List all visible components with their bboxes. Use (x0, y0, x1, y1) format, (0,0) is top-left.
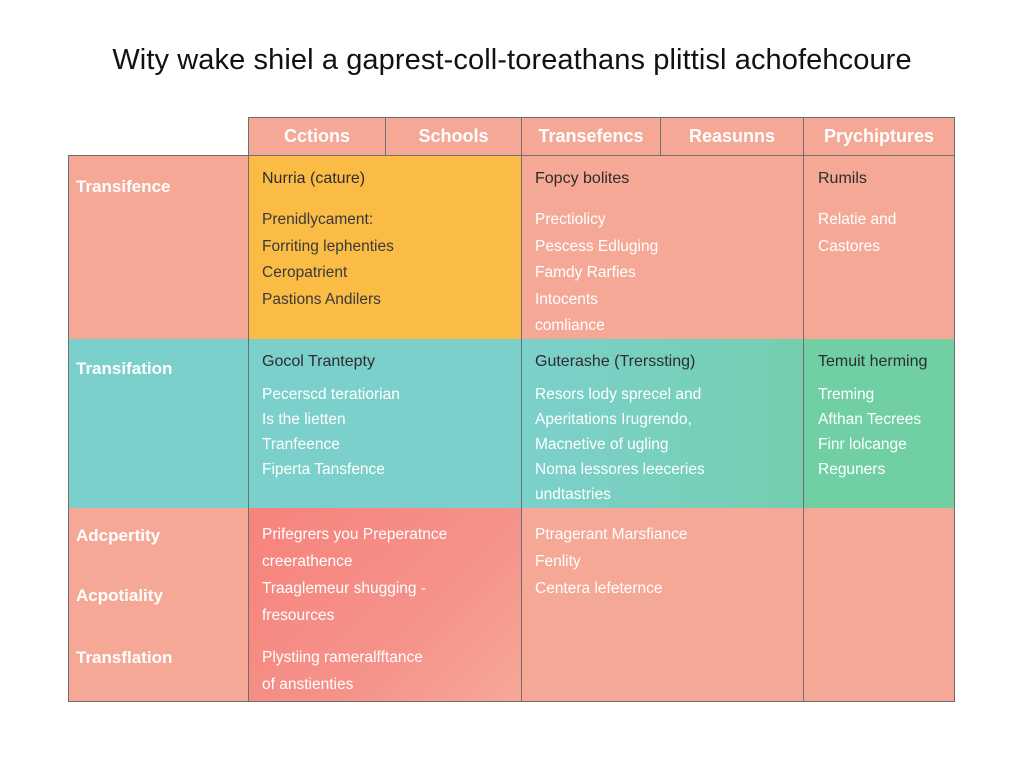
cell-line: Fiperta Tansfence (262, 461, 385, 478)
cell-line: Afthan Tecrees (818, 411, 922, 428)
cell-line: Ptragerant Marsfiance (535, 526, 688, 543)
row-label-transflation: Transflation (76, 648, 173, 667)
cell-r1c3-bg (803, 155, 955, 339)
cell-heading: Nurria (cature) (262, 170, 366, 187)
grid-line (68, 155, 69, 702)
cell-line: Pastions Andilers (262, 290, 381, 308)
page-title: Wity wake shiel a gaprest-coll-toreathan… (112, 44, 912, 76)
cell-heading: Temuit herming (818, 353, 928, 370)
grid-line (521, 117, 522, 702)
cell-line: creerathence (262, 553, 353, 570)
cell-r3c2-bg (521, 508, 803, 702)
cell-line: Tranfeence (262, 436, 340, 453)
cell-line: Relatie and (818, 211, 897, 228)
cell-line: fresources (262, 607, 335, 624)
cell-line: Prifegrers you Preperatnce (262, 526, 448, 543)
cell-r1c2: Fopcy bolites Prectiolicy Pescess Edlugi… (535, 170, 797, 340)
cell-line: of anstienties (262, 676, 354, 693)
row-label-adcpertity-bg (68, 508, 248, 702)
cell-r3c1: Prifegrers you Preperatnce creerathence … (262, 521, 524, 629)
cell-heading: Fopcy bolites (535, 170, 630, 187)
header-cctions: Cctions (248, 117, 386, 156)
cell-line: Noma lessores leeceries (535, 461, 705, 478)
grid-line (954, 117, 955, 702)
cell-r3c3-bg (803, 508, 955, 702)
header-reasunns: Reasunns (660, 117, 804, 156)
cell-line: Reguners (818, 461, 886, 478)
cell-line: Prectiolicy (535, 211, 606, 228)
cell-line: Is the lietten (262, 411, 346, 428)
cell-r1c1-bg (248, 155, 521, 339)
cell-line: Prenidlycament: (262, 211, 374, 228)
cell-r2c3: Temuit herming Treming Afthan Tecrees Fi… (818, 353, 948, 482)
header-schools: Schools (385, 117, 522, 156)
row-label-transifation: Transifation (76, 359, 173, 378)
cell-heading: Rumils (818, 170, 867, 187)
cell-r2c2: Guterashe (Trerssting) Resors lody sprec… (535, 353, 797, 507)
cell-r1c1: Nurria (cature) Prenidlycament: Forritin… (262, 170, 524, 313)
cell-r2c1: Gocol Trantepty Pecerscd teratiorian Is … (262, 353, 524, 482)
cell-r2c3-bg (803, 339, 955, 508)
cell-line: Finr lolcange (818, 436, 907, 453)
cell-line: Ceropatrient (262, 264, 348, 281)
cell-r3c2: Ptragerant Marsfiance Fenlity Centera le… (535, 521, 797, 602)
cell-line: Pecerscd teratiorian (262, 386, 400, 403)
row-label-acpotiality: Acpotiality (76, 586, 163, 605)
cell-line: Resors lody sprecel and (535, 386, 702, 403)
row-label-transifence: Transifence (76, 177, 171, 196)
cell-line: Intocents (535, 290, 598, 308)
header-transefencs: Transefencs (521, 117, 661, 156)
cell-line: Centera lefeternce (535, 580, 663, 597)
cell-r2c2-bg (521, 339, 803, 508)
cell-line: Aperitations Irugrendo, (535, 411, 692, 428)
grid-line (248, 117, 249, 702)
cell-line: undtastries (535, 486, 611, 503)
cell-line: Plystiing rameralfftance (262, 649, 423, 666)
cell-line: Forriting lephenties (262, 237, 394, 255)
cell-line: Fenlity (535, 553, 581, 570)
cell-line: Treming (818, 386, 875, 403)
row-label-adcpertity: Adcpertity (76, 526, 161, 545)
cell-r3c1-bg (248, 508, 521, 702)
cell-line: Traaglemeur shugging - (262, 580, 426, 597)
cell-heading: Guterashe (Trerssting) (535, 353, 696, 370)
cell-heading: Gocol Trantepty (262, 353, 375, 370)
cell-line: Famdy Rarfies (535, 264, 636, 281)
cell-line: comliance (535, 317, 605, 334)
cell-line: Pescess Edluging (535, 237, 659, 255)
grid-line (803, 117, 804, 702)
cell-r3c1b: Plystiing rameralfftance of anstienties (262, 644, 524, 698)
grid-line (68, 701, 955, 702)
cell-r1c3: Rumils Relatie and Castores (818, 170, 948, 260)
cell-line: Castores (818, 237, 881, 255)
cell-r1c2-bg (521, 155, 803, 339)
cell-line: Macnetive of ugling (535, 436, 669, 453)
header-prychiptures: Prychiptures (803, 117, 955, 156)
